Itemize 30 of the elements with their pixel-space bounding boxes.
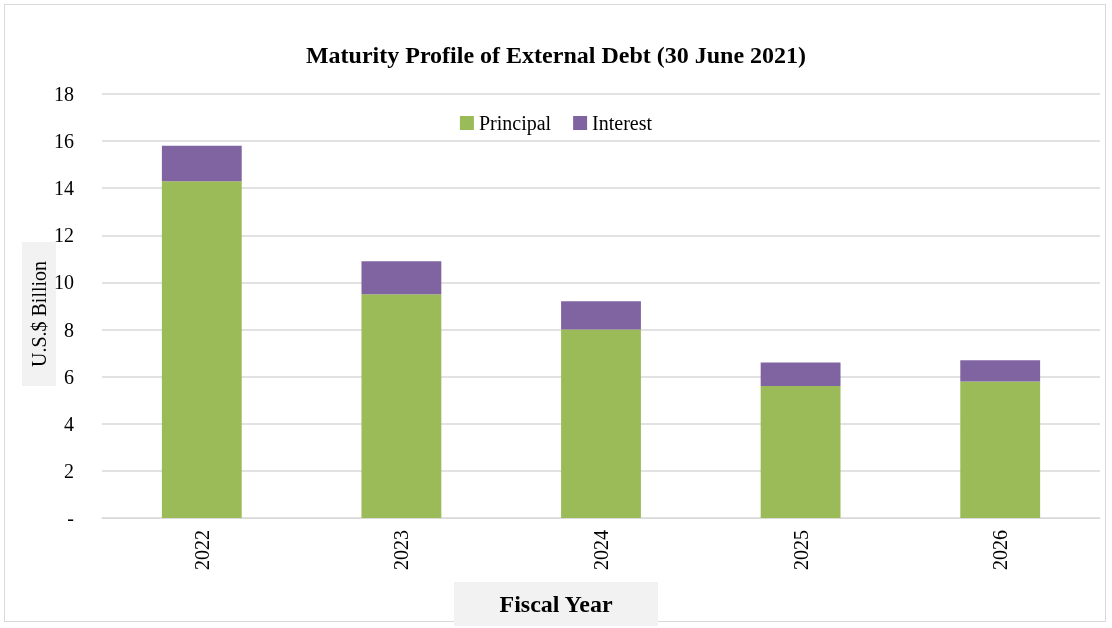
bar — [361, 294, 442, 518]
bar — [561, 329, 641, 518]
y-tick-label: 8 — [64, 318, 74, 341]
bar — [161, 145, 242, 182]
y-tick-label: 16 — [54, 130, 74, 153]
y-tick-label: 2 — [64, 459, 74, 482]
x-tick-label: 2024 — [590, 530, 612, 570]
x-tick-label: 2023 — [390, 530, 413, 570]
y-tick-label: 4 — [64, 412, 74, 435]
y-tick-label: 12 — [54, 224, 74, 247]
bar — [760, 362, 841, 387]
bar — [161, 181, 242, 518]
x-tick-label: 2026 — [989, 530, 1012, 570]
y-tick-label: - — [67, 507, 74, 529]
bar — [960, 381, 1041, 518]
y-tick-label: 6 — [64, 365, 74, 388]
y-tick-label: 18 — [54, 83, 74, 105]
legend-label: Interest — [592, 112, 653, 134]
y-tick-label: 10 — [54, 271, 74, 294]
bar — [561, 301, 641, 330]
x-tick-label: 2022 — [190, 530, 213, 570]
y-tick-label: 14 — [54, 177, 74, 200]
x-axis-title: Fiscal Year — [499, 591, 613, 617]
chart-title: Maturity Profile of External Debt (30 June 2021) — [305, 42, 807, 68]
legend-label: Principal — [478, 112, 552, 135]
bar — [960, 360, 1041, 382]
y-axis-title: U.S.$ Billion — [28, 260, 50, 368]
bar — [361, 261, 442, 295]
x-tick-label: 2025 — [789, 530, 812, 570]
bar — [760, 386, 841, 518]
